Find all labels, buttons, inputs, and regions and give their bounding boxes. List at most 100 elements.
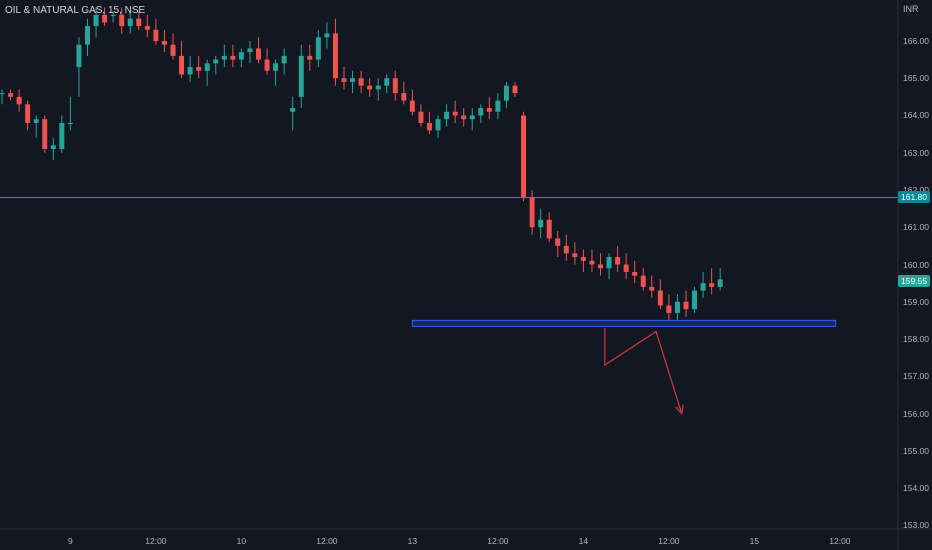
candle-body <box>102 14 108 23</box>
candle-body <box>25 104 31 123</box>
candle-body <box>717 279 723 287</box>
candle-body <box>486 108 492 112</box>
candle-body <box>127 18 133 27</box>
candle-body <box>495 100 501 112</box>
symbol-title: OIL & NATURAL GAS, 15, NSE <box>5 5 146 16</box>
candle-body <box>606 257 612 269</box>
x-tick-label: 13 <box>407 536 418 546</box>
support-zone-rect <box>411 319 837 327</box>
candle-body <box>170 44 176 56</box>
candle-body <box>110 14 116 16</box>
candle-body <box>221 55 227 60</box>
candle-body <box>580 257 586 261</box>
candle-body <box>469 115 475 120</box>
candle-body <box>298 55 304 97</box>
candle-body <box>324 33 330 38</box>
candle-body <box>136 18 142 27</box>
candle-body <box>358 78 364 86</box>
candle-body <box>409 100 415 112</box>
candle-body <box>273 63 279 71</box>
candle-body <box>332 33 338 79</box>
candle-body <box>350 78 356 82</box>
candle-body <box>290 108 296 112</box>
candle-body <box>247 48 253 53</box>
candle-body <box>307 55 313 60</box>
level-price-badge: 161.80 <box>898 191 930 204</box>
projection-path <box>604 327 683 414</box>
candle-body <box>666 305 672 313</box>
x-tick-label: 12:00 <box>658 536 680 546</box>
candle-body <box>315 37 321 60</box>
candle-body <box>341 78 347 82</box>
last-price-badge: 159.55 <box>898 275 930 288</box>
candle-body <box>401 93 407 101</box>
x-tick-label: 15 <box>749 536 760 546</box>
x-tick-label: 12:00 <box>316 536 338 546</box>
candle-body <box>589 260 595 265</box>
x-tick-label: 9 <box>68 536 73 546</box>
candle-body <box>93 14 99 27</box>
candle-body <box>649 286 655 291</box>
candle-body <box>119 14 125 27</box>
candle-body <box>452 111 458 116</box>
candle-body <box>674 301 680 313</box>
candle-body <box>161 40 167 45</box>
candle-body <box>153 29 159 41</box>
y-tick-label: 161.00 <box>903 222 929 233</box>
y-tick-label: 163.00 <box>903 147 929 158</box>
candle-body <box>632 271 638 276</box>
candle-body <box>555 238 561 246</box>
candle-body <box>42 119 48 150</box>
candle-body <box>50 145 56 150</box>
candle-body <box>85 26 90 45</box>
candle-body <box>204 63 210 71</box>
y-tick-label: 159.00 <box>903 296 929 307</box>
candle-body <box>478 108 484 116</box>
candle-body <box>59 122 65 150</box>
candle-body <box>281 55 287 64</box>
candle-body <box>521 115 527 198</box>
support-zone-layer <box>411 319 837 327</box>
candle-body <box>230 55 236 60</box>
x-tick-label: 10 <box>236 536 247 546</box>
y-tick-label: 157.00 <box>903 371 929 382</box>
candle-body <box>418 111 424 123</box>
candle-body <box>179 55 185 75</box>
candle-body <box>461 115 467 120</box>
candles-layer <box>0 7 723 321</box>
candle-body <box>196 67 202 71</box>
candle-body <box>76 44 82 68</box>
x-tick-label: 12:00 <box>487 536 509 546</box>
candle-body <box>623 264 629 272</box>
y-tick-label: 162.00 <box>903 184 929 195</box>
candle-body <box>640 275 646 287</box>
candle-body <box>700 283 706 291</box>
candle-body <box>375 85 381 90</box>
y-tick-label: 165.00 <box>903 73 929 84</box>
candle-body <box>213 59 219 64</box>
x-tick-label: 14 <box>578 536 589 546</box>
candle-body <box>683 301 689 310</box>
y-tick-label: 164.00 <box>903 110 929 121</box>
y-tick-label: 160.00 <box>903 259 929 270</box>
candle-body <box>367 85 373 90</box>
y-tick-label: 153.00 <box>903 520 929 531</box>
candle-body <box>512 85 518 94</box>
candle-body <box>572 253 578 258</box>
candle-body <box>427 122 432 131</box>
projection-arrowhead <box>675 404 684 415</box>
candle-body <box>546 219 552 239</box>
projection-arrow-layer <box>604 327 684 415</box>
candle-body <box>67 122 73 124</box>
candle-body <box>0 93 5 95</box>
candle-body <box>529 197 535 228</box>
currency-label: INR <box>903 4 919 14</box>
candle-body <box>16 96 22 105</box>
candle-body <box>563 245 569 254</box>
candle-body <box>264 59 270 71</box>
candle-body <box>615 257 621 265</box>
candle-body <box>444 111 450 120</box>
candle-body <box>144 26 150 30</box>
